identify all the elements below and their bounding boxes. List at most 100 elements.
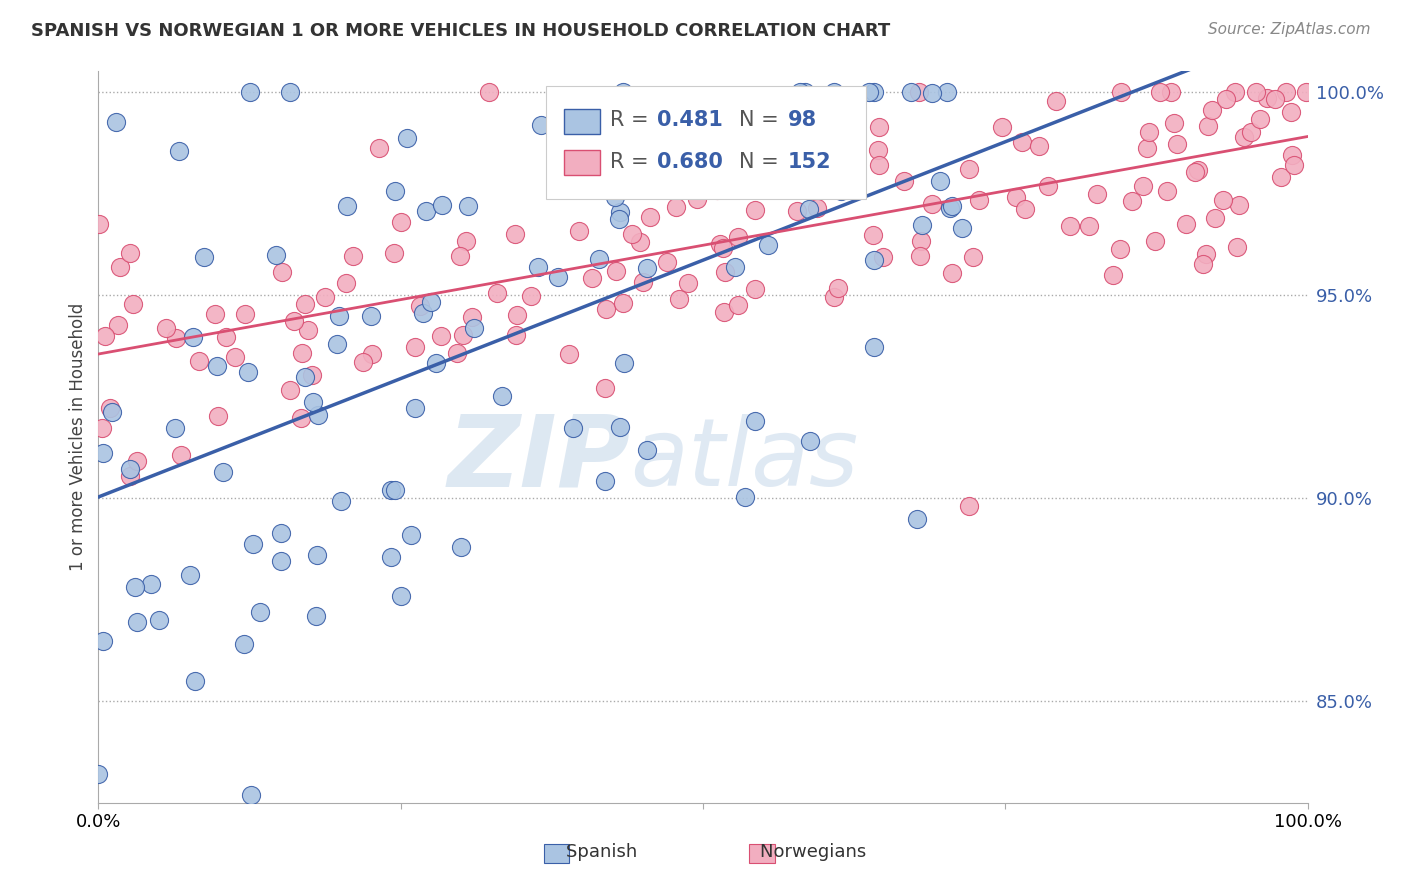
Point — [105, 114, 128, 128]
Text: N =: N = — [740, 111, 786, 130]
Point — [1204, 211, 1226, 225]
Point — [155, 321, 177, 335]
Point — [396, 131, 419, 145]
Point — [1244, 85, 1267, 99]
Point — [823, 86, 845, 100]
Point — [1295, 85, 1317, 99]
Point — [270, 526, 292, 541]
Point — [380, 550, 402, 565]
Point — [929, 174, 952, 188]
Point — [1121, 194, 1143, 208]
Point — [1282, 158, 1305, 172]
Point — [612, 296, 634, 310]
Point — [794, 85, 817, 99]
Text: atlas: atlas — [630, 414, 859, 505]
Point — [329, 494, 352, 508]
Point — [207, 359, 229, 374]
Point — [1174, 217, 1197, 231]
Point — [823, 290, 845, 304]
Point — [446, 346, 468, 360]
Point — [224, 350, 246, 364]
Point — [967, 193, 990, 207]
Point — [527, 260, 550, 274]
Point — [1085, 186, 1108, 201]
Point — [727, 298, 749, 312]
Point — [557, 140, 579, 154]
Point — [1004, 190, 1026, 204]
Point — [1137, 125, 1160, 139]
Point — [1108, 242, 1130, 256]
Point — [868, 158, 890, 172]
Point — [404, 401, 426, 416]
Point — [1191, 257, 1213, 271]
Point — [314, 290, 336, 304]
Point — [605, 264, 627, 278]
Point — [636, 443, 658, 458]
Point — [238, 85, 260, 99]
Point — [297, 323, 319, 337]
Point — [451, 327, 474, 342]
Point — [179, 568, 201, 582]
Point — [613, 356, 636, 370]
Point — [634, 170, 657, 185]
Point — [941, 267, 963, 281]
Point — [1078, 219, 1101, 233]
Text: Norwegians: Norwegians — [737, 843, 866, 861]
Text: ZIP: ZIP — [447, 410, 630, 508]
Point — [384, 184, 406, 198]
Point — [939, 201, 962, 215]
Bar — [564, 109, 600, 134]
Point — [1270, 169, 1292, 184]
Point — [910, 234, 932, 248]
Y-axis label: 1 or more Vehicles in Household: 1 or more Vehicles in Household — [69, 303, 87, 571]
Point — [734, 490, 756, 504]
Point — [908, 249, 931, 263]
Point — [786, 145, 808, 160]
Point — [1014, 202, 1036, 217]
Point — [461, 310, 484, 324]
Point — [704, 173, 727, 187]
Point — [1166, 136, 1188, 151]
Point — [352, 354, 374, 368]
Point — [294, 296, 316, 310]
Point — [519, 289, 541, 303]
Point — [756, 134, 779, 148]
Point — [595, 301, 617, 316]
Point — [1011, 136, 1033, 150]
Point — [120, 246, 142, 260]
Point — [862, 340, 884, 354]
Point — [305, 608, 328, 623]
Point — [181, 330, 204, 344]
FancyBboxPatch shape — [546, 86, 866, 200]
Point — [1149, 85, 1171, 99]
Point — [240, 788, 263, 802]
Text: R =: R = — [610, 111, 655, 130]
Point — [361, 347, 384, 361]
Point — [335, 276, 357, 290]
Point — [806, 128, 828, 142]
Point — [170, 448, 193, 462]
Point — [589, 157, 612, 171]
Point — [463, 321, 485, 335]
Point — [1264, 92, 1286, 106]
Point — [560, 182, 582, 196]
Point — [1279, 104, 1302, 119]
Point — [93, 446, 115, 460]
Point — [638, 148, 661, 162]
Point — [827, 281, 849, 295]
Point — [380, 483, 402, 497]
Point — [412, 306, 434, 320]
Point — [905, 512, 928, 526]
Point — [581, 271, 603, 285]
Point — [291, 346, 314, 360]
Point — [868, 120, 890, 134]
Point — [87, 767, 110, 781]
Point — [957, 162, 980, 177]
Point — [561, 421, 583, 435]
Point — [1223, 85, 1246, 99]
Point — [280, 384, 302, 398]
Point — [557, 347, 579, 361]
Point — [655, 255, 678, 269]
Point — [799, 434, 821, 448]
Point — [631, 275, 654, 289]
